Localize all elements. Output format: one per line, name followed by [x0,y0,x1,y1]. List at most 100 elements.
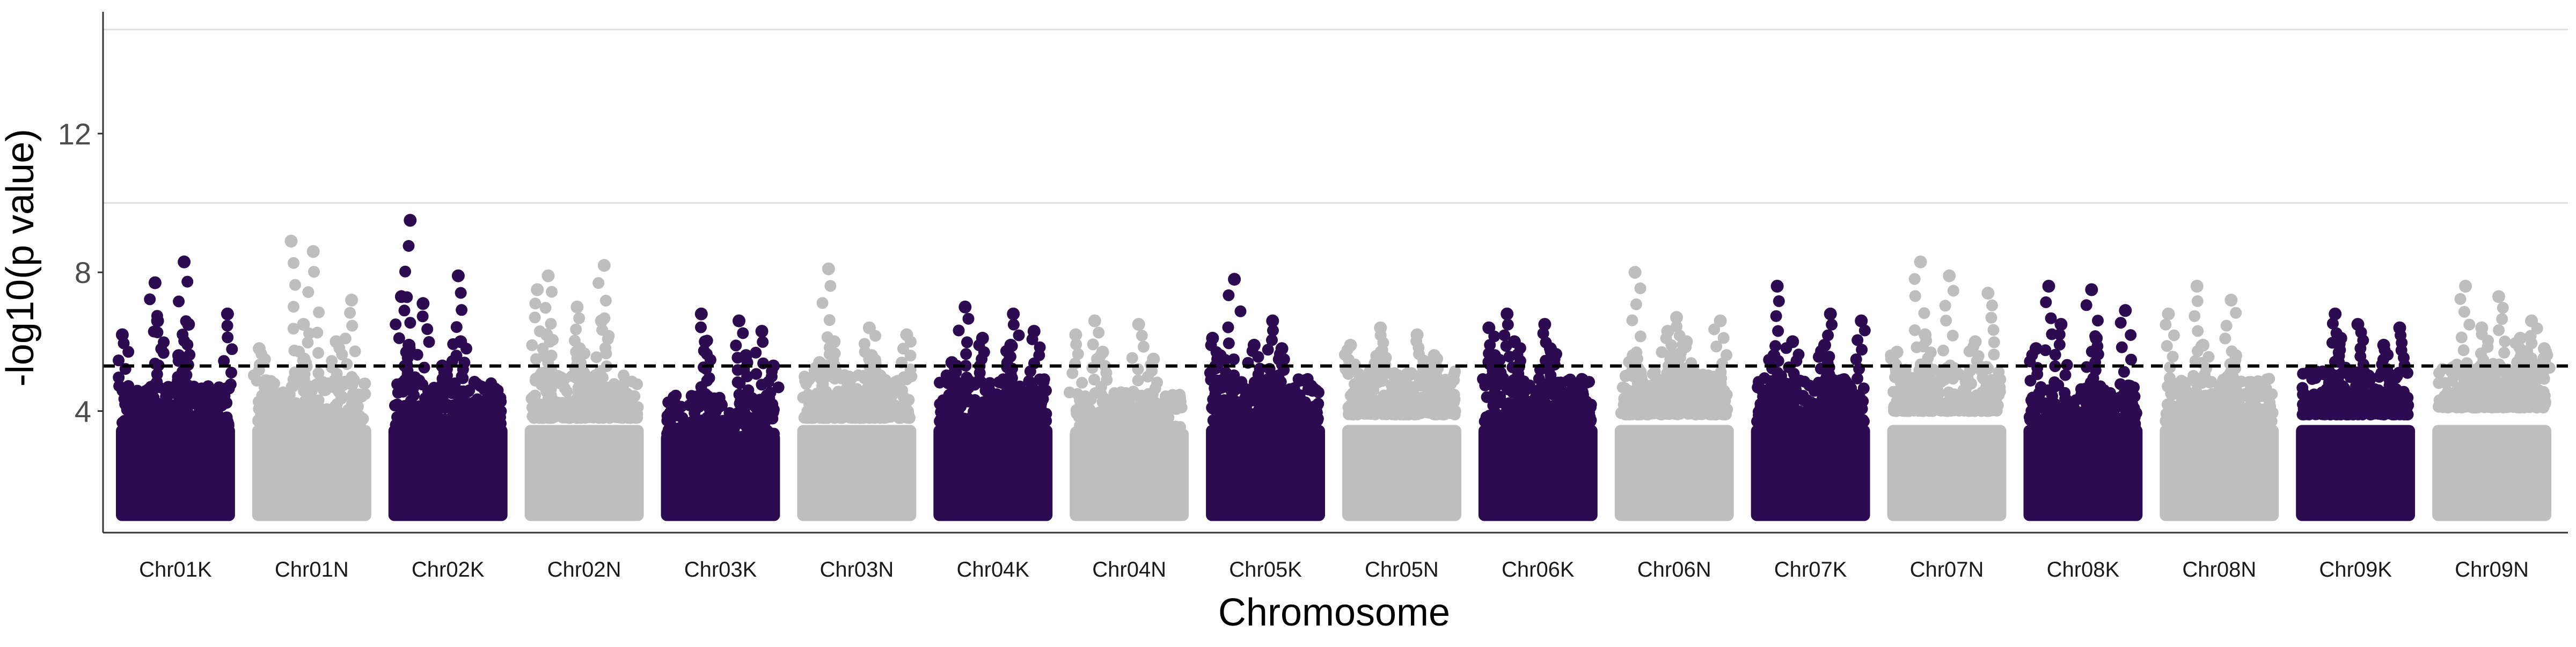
data-point [704,372,715,384]
data-point [623,397,634,409]
data-point [860,372,872,384]
data-point [2164,372,2176,384]
data-point [720,415,731,427]
data-point [545,318,557,330]
data-point [1988,324,2000,336]
data-point [1507,374,1519,386]
data-point [1545,375,1556,387]
data-point [824,314,836,326]
peak-point [2043,280,2055,293]
data-point [618,385,630,397]
data-point [664,407,676,419]
data-point [2230,375,2242,387]
data-point [1519,384,1531,396]
data-point [1901,398,1913,410]
data-point [2230,307,2242,319]
data-point [2083,396,2095,408]
data-point [2054,339,2066,351]
data-point [313,307,325,318]
data-point [1001,375,1013,387]
data-point [546,286,558,298]
data-point [599,409,611,421]
data-point [802,389,814,401]
peak-point [1824,308,1837,321]
data-point [1034,374,1045,386]
point-cloud [2160,425,2279,521]
data-point [714,392,726,404]
data-point [1410,405,1422,417]
data-point [1241,399,1253,411]
data-point [159,421,171,433]
data-point [181,339,193,351]
data-point [1986,312,1997,324]
data-point [399,304,411,316]
chromosome-group-Chr05K [1204,273,1325,521]
data-point [1140,423,1152,435]
data-point [436,379,448,391]
data-point [1789,374,1801,386]
chromosome-group-Chr06K [1477,308,1598,521]
data-point [289,279,301,291]
peak-point [307,245,320,258]
data-point [1948,285,1959,297]
data-point [896,384,908,396]
data-point [2035,381,2047,393]
peak-point [2085,283,2098,296]
data-point [1352,387,1364,399]
data-point [761,410,773,422]
data-point [1682,368,1694,380]
data-point [1988,348,2000,360]
data-point [1438,409,1450,420]
data-point [2168,330,2180,341]
data-point [1342,368,1354,380]
data-point [223,420,235,432]
data-point [1564,374,1576,386]
data-point [434,418,445,430]
data-point [2192,295,2204,307]
data-point [157,405,169,417]
data-point [210,402,222,413]
chromosome-group-Chr09K [2296,308,2415,521]
data-point [1770,310,1782,322]
data-point [1210,375,1221,387]
data-point [1491,413,1503,425]
data-point [328,374,340,386]
data-point [1940,315,1952,326]
data-point [131,392,143,404]
data-point [1909,290,1921,302]
data-point [2243,409,2255,421]
data-point [1235,306,1247,317]
data-point [855,412,867,424]
point-cloud [1206,425,1325,521]
data-point [2125,329,2136,341]
data-point [419,392,431,404]
data-point [1769,389,1781,401]
data-point [1008,319,1020,331]
chromosome-group-Chr05N [1339,322,1461,521]
data-point [2185,414,2197,426]
data-point [1136,330,1148,341]
data-point [828,398,840,410]
data-point [2052,379,2064,391]
data-point [1489,375,1501,387]
data-point [1379,354,1391,366]
data-point [288,257,299,269]
data-point [607,396,619,408]
data-point [1016,394,1028,405]
data-point [1411,395,1423,407]
data-point [561,406,573,418]
data-point [1940,300,1951,311]
point-cloud [525,425,644,521]
data-point [270,403,282,415]
data-point [1665,339,1677,351]
data-point [1407,384,1419,396]
data-point [1256,388,1268,400]
data-point [1007,413,1019,425]
data-point [1617,382,1629,394]
data-point [1272,375,1284,387]
data-point [2050,349,2061,361]
data-point [1256,401,1268,412]
data-point [879,411,890,423]
data-point [486,397,497,409]
data-point [1635,331,1646,343]
